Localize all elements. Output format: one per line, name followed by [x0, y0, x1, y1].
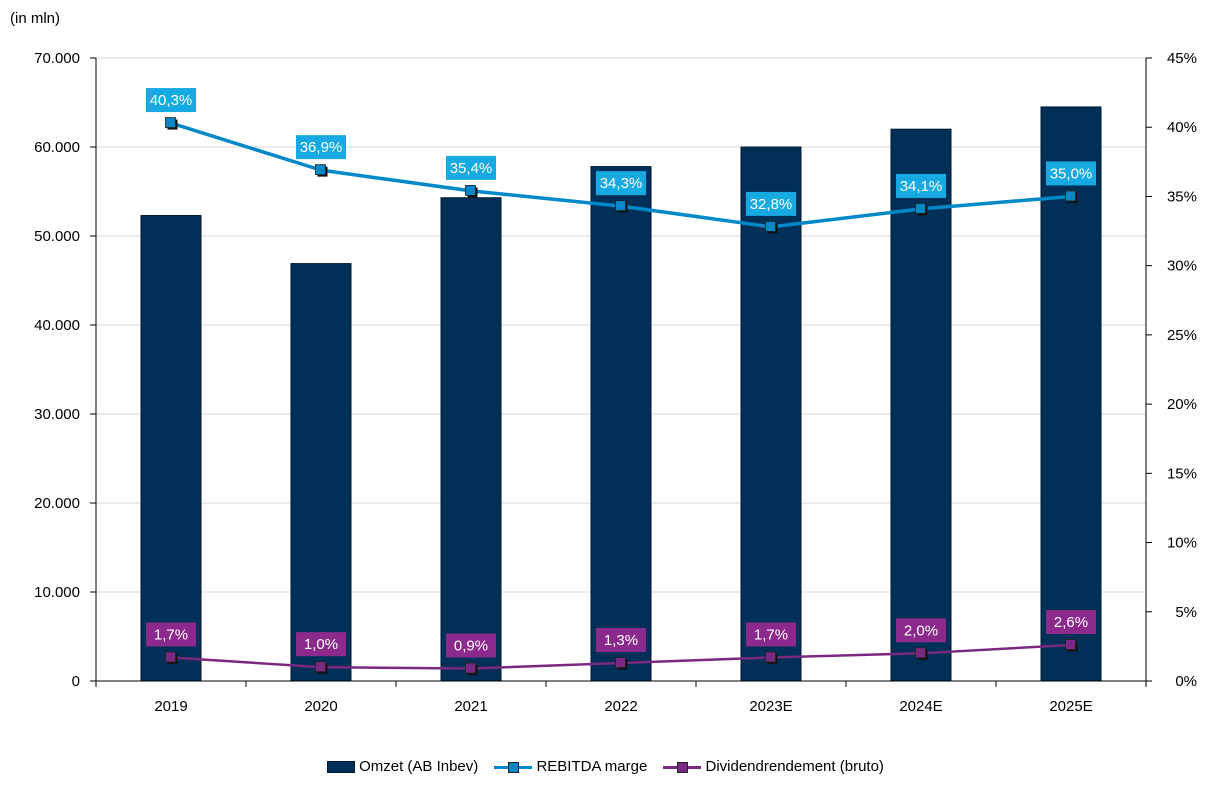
right-axis-tick-label: 20% [1167, 396, 1197, 413]
dividend-data-label: 1,7% [754, 626, 788, 643]
rebitda-marker [915, 203, 926, 214]
right-axis-tick-label: 40% [1167, 119, 1197, 136]
dividend-data-label: 2,0% [904, 622, 938, 639]
right-axis-tick-label: 10% [1167, 535, 1197, 552]
rebitda-marker [1065, 190, 1076, 202]
dividend-marker [915, 647, 926, 659]
x-axis-tick-label: 2019 [154, 698, 187, 715]
legend-swatch-omzet [327, 760, 356, 773]
omzet-bar [590, 166, 652, 682]
left-axis-tick-label: 30.000 [34, 406, 80, 423]
x-axis-tick-label: 2025E [1049, 698, 1092, 715]
rebitda-marker [765, 221, 776, 232]
right-axis-tick-label: 25% [1167, 327, 1197, 344]
right-axis-tick-label: 0% [1175, 673, 1197, 690]
dividend-marker [465, 662, 476, 674]
left-axis-tick-label: 10.000 [34, 584, 80, 601]
x-axis-tick-label: 2024E [899, 698, 942, 715]
legend-item-omzet: Omzet (AB Inbev) [327, 758, 478, 775]
x-axis-tick-label: 2021 [454, 698, 487, 715]
dividend-marker [765, 651, 776, 663]
legend: Omzet (AB Inbev) REBITDA marge Dividendr… [0, 758, 1211, 777]
right-axis-tick-label: 5% [1175, 604, 1197, 621]
rebitda-marker [615, 200, 626, 212]
left-axis-tick-label: 50.000 [34, 228, 80, 245]
dividend-marker [615, 657, 626, 668]
legend-label-dividend: Dividendrendement (bruto) [705, 758, 884, 775]
omzet-bar [890, 128, 952, 682]
dividend-label-box [146, 622, 196, 647]
legend-label-omzet: Omzet (AB Inbev) [359, 758, 479, 775]
rebitda-label-box [596, 171, 646, 196]
rebitda-marker [165, 117, 176, 128]
rebitda-data-label: 34,3% [600, 175, 643, 192]
dividend-label-box [296, 632, 346, 657]
left-axis-tick-label: 0 [72, 673, 80, 690]
legend-swatch-dividend [663, 761, 702, 773]
x-axis-tick-label: 2023E [749, 698, 792, 715]
rebitda-marker [465, 185, 476, 196]
rebitda-data-label: 34,1% [900, 178, 943, 195]
legend-label-rebitda: REBITDA marge [536, 758, 648, 775]
rebitda-data-label: 40,3% [150, 92, 193, 109]
dividend-data-label: 2,6% [1054, 614, 1088, 631]
left-axis-tick-label: 40.000 [34, 317, 80, 334]
dividend-label-box [896, 618, 946, 643]
rebitda-label-box [146, 88, 196, 113]
dividend-marker [315, 661, 326, 673]
dividend-marker [1065, 639, 1076, 650]
x-axis-tick-label: 2022 [604, 698, 637, 715]
dividend-data-label: 0,9% [454, 638, 488, 655]
rebitda-data-label: 35,4% [450, 160, 493, 177]
omzet-bar [440, 197, 502, 682]
unit-label: (in mln) [10, 10, 61, 27]
left-axis-tick-label: 70.000 [34, 50, 80, 67]
legend-swatch-rebitda [494, 761, 533, 773]
left-axis-tick-label: 20.000 [34, 495, 80, 512]
dividend-label-box [1046, 610, 1096, 635]
axes: 0 10.000 20.000 30.000 40.000 50.000 60.000 70.… [34, 50, 1197, 715]
dividend-data-label: 1,0% [304, 636, 338, 653]
dividend-label-box [446, 633, 496, 658]
omzet-bar [140, 215, 202, 682]
left-axis-tick-label: 60.000 [34, 139, 80, 156]
rebitda-label-box [746, 191, 796, 216]
data-labels: 40,3% 36,9% 35,4% 34,3% 32,8% 34,1% 35,0% 1,7% 1… [146, 88, 1096, 658]
rebitda-marker [315, 164, 326, 176]
rebitda-label-box [446, 155, 496, 180]
rebitda-data-label: 35,0% [1050, 165, 1093, 182]
rebitda-label-box [896, 173, 946, 198]
legend-item-dividend: Dividendrendement (bruto) [663, 758, 884, 775]
dividend-marker [165, 651, 176, 663]
dividend-data-label: 1,7% [154, 626, 188, 643]
x-axis-tick-label: 2020 [304, 698, 337, 715]
legend-item-rebitda: REBITDA marge [494, 758, 647, 775]
rebitda-data-label: 32,8% [750, 196, 793, 213]
right-axis-tick-label: 15% [1167, 465, 1197, 482]
rebitda-label-box [296, 135, 346, 160]
line-series [165, 117, 1078, 676]
dividend-data-label: 1,3% [604, 632, 638, 649]
right-axis-tick-label: 35% [1167, 188, 1197, 205]
dividend-label-box [746, 622, 796, 647]
omzet-bars [140, 106, 1102, 682]
dividend-label-box [596, 628, 646, 653]
omzet-bar [290, 263, 352, 682]
right-axis-tick-label: 45% [1167, 50, 1197, 67]
rebitda-label-box [1046, 161, 1096, 186]
rebitda-data-label: 36,9% [300, 139, 343, 156]
right-axis-tick-label: 30% [1167, 258, 1197, 275]
